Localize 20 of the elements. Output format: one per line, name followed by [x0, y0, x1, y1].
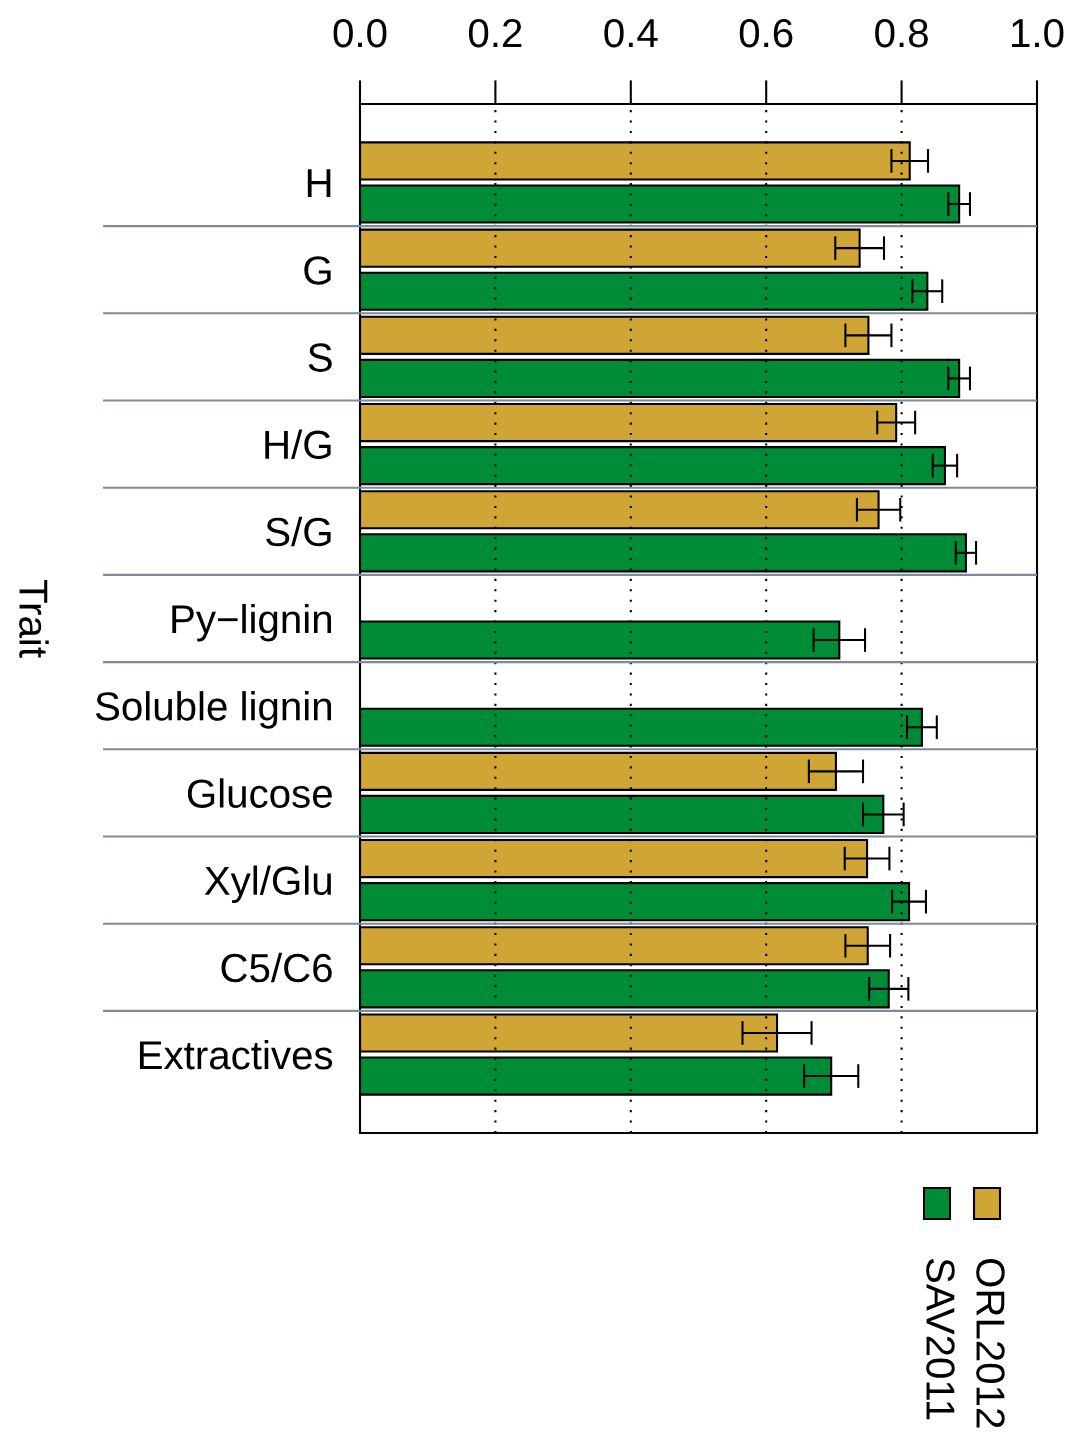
y-tick-label: H [307, 169, 331, 198]
y-tick-label: Glucose [187, 778, 332, 808]
y-tick-label: Xyl/Glu [204, 865, 331, 904]
x-tick-label: 0.6 [739, 18, 793, 48]
x-tick-label: 0.8 [875, 18, 928, 48]
legend-label: SAV2011 [926, 1258, 955, 1420]
legend-label: ORL2012 [976, 1258, 1005, 1428]
y-tick-label: S/G [266, 516, 331, 547]
y-tick-label: C5/C6 [221, 952, 332, 983]
y-tick-label: Py−lignin [172, 603, 331, 642]
y-tick-label: Extractives [139, 1039, 333, 1070]
y-tick-label: H/G [265, 429, 331, 460]
x-tick-label: 0.4 [604, 18, 658, 48]
x-tick-label: 0.0 [333, 18, 387, 48]
y-axis-title: Trait [19, 579, 49, 658]
y-tick-label: S [308, 343, 332, 372]
y-tick-label: G [304, 256, 331, 285]
x-tick-label: 0.2 [468, 18, 522, 48]
y-tick-label: Soluble lignin [95, 691, 332, 729]
x-tick-label: 1.0 [1012, 18, 1064, 48]
